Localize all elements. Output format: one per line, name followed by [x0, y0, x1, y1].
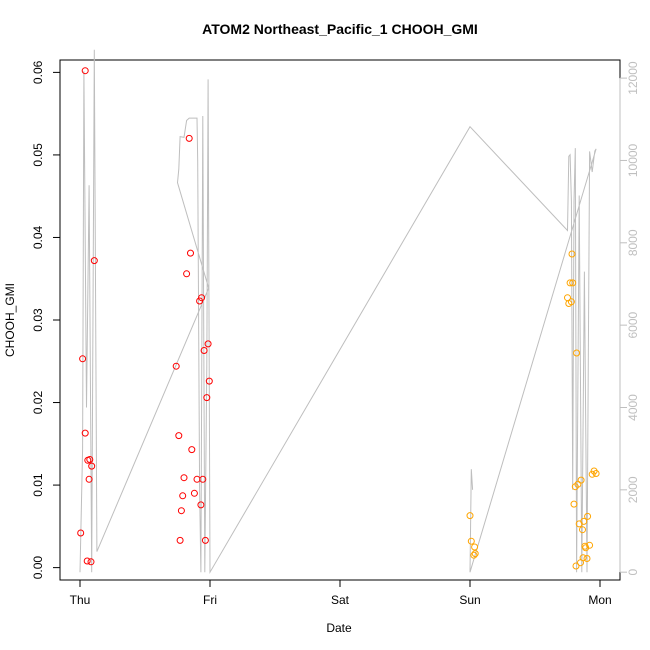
y-tick-label: 0.04 [31, 225, 45, 249]
plot-frame [59, 59, 621, 581]
data-point [580, 517, 588, 525]
data-point [172, 362, 180, 370]
y2-tick-label: 8000 [626, 229, 640, 256]
x-axis: Thu Fri Sat Sun Mon [70, 579, 612, 607]
y-tick-label: 0.01 [31, 473, 45, 497]
data-point [90, 257, 98, 265]
data-point [586, 541, 594, 549]
data-point [185, 134, 193, 142]
data-point [81, 429, 89, 437]
data-point [583, 555, 591, 562]
data-point [569, 279, 577, 287]
data-point [183, 270, 191, 278]
x-tick-label: Sun [459, 593, 480, 607]
x-tick-label: Fri [203, 593, 217, 607]
y2-tick-label: 10000 [626, 143, 640, 177]
data-point [568, 250, 576, 258]
data-point [88, 462, 96, 470]
data-point [577, 476, 585, 484]
series-line [79, 49, 597, 575]
data-point [81, 67, 89, 75]
x-axis-label: Date [326, 621, 352, 635]
data-point [77, 529, 85, 537]
data-point [466, 512, 474, 520]
data-point [79, 355, 87, 363]
y2-axis: 0 2000 4000 6000 8000 10000 12000 [619, 61, 640, 576]
data-point [198, 294, 206, 302]
data-point [572, 562, 580, 570]
x-tick-label: Thu [70, 593, 91, 607]
data-point [467, 537, 475, 545]
data-point [197, 501, 205, 509]
data-point [176, 536, 184, 544]
data-point [188, 446, 196, 454]
data-point [203, 394, 211, 402]
y2-tick-label: 0 [626, 569, 640, 576]
chart-title: ATOM2 Northeast_Pacific_1 CHOOH_GMI [202, 21, 478, 37]
points-layer [77, 67, 600, 570]
y-axis: 0.00 0.01 0.02 0.03 0.04 0.05 0.06 [31, 60, 61, 580]
data-point [187, 249, 194, 257]
data-point [180, 474, 188, 482]
data-point [199, 475, 207, 483]
x-tick-label: Sat [331, 593, 350, 607]
data-point [573, 349, 581, 357]
y2-tick-label: 6000 [626, 311, 640, 338]
data-point [204, 340, 212, 348]
data-point [83, 557, 91, 565]
data-point [566, 279, 574, 287]
data-point [86, 456, 94, 463]
data-point [470, 551, 478, 559]
y2-tick-label: 4000 [626, 394, 640, 421]
y-tick-label: 0.05 [31, 143, 45, 167]
data-point [87, 558, 95, 566]
y-tick-label: 0.06 [31, 60, 45, 84]
data-point [579, 526, 586, 534]
data-point [177, 507, 185, 515]
data-point [179, 492, 187, 500]
y2-tick-label: 12000 [626, 61, 640, 95]
line-layer [79, 49, 597, 575]
data-point [471, 550, 479, 558]
data-point [592, 470, 600, 477]
data-point [201, 536, 209, 544]
data-point [190, 489, 198, 497]
data-point [584, 512, 592, 520]
x-tick-label: Mon [588, 593, 611, 607]
data-point [200, 347, 208, 354]
y-axis-label: CHOOH_GMI [3, 283, 17, 357]
data-point [567, 298, 575, 306]
data-point [579, 554, 587, 562]
data-point [205, 377, 213, 385]
y-tick-label: 0.00 [31, 556, 45, 580]
data-point [85, 475, 93, 483]
y2-tick-label: 2000 [626, 476, 640, 503]
y-tick-label: 0.02 [31, 391, 45, 415]
data-point [175, 432, 183, 440]
data-point [570, 500, 578, 508]
y-tick-label: 0.03 [31, 308, 45, 332]
data-point [471, 543, 479, 551]
